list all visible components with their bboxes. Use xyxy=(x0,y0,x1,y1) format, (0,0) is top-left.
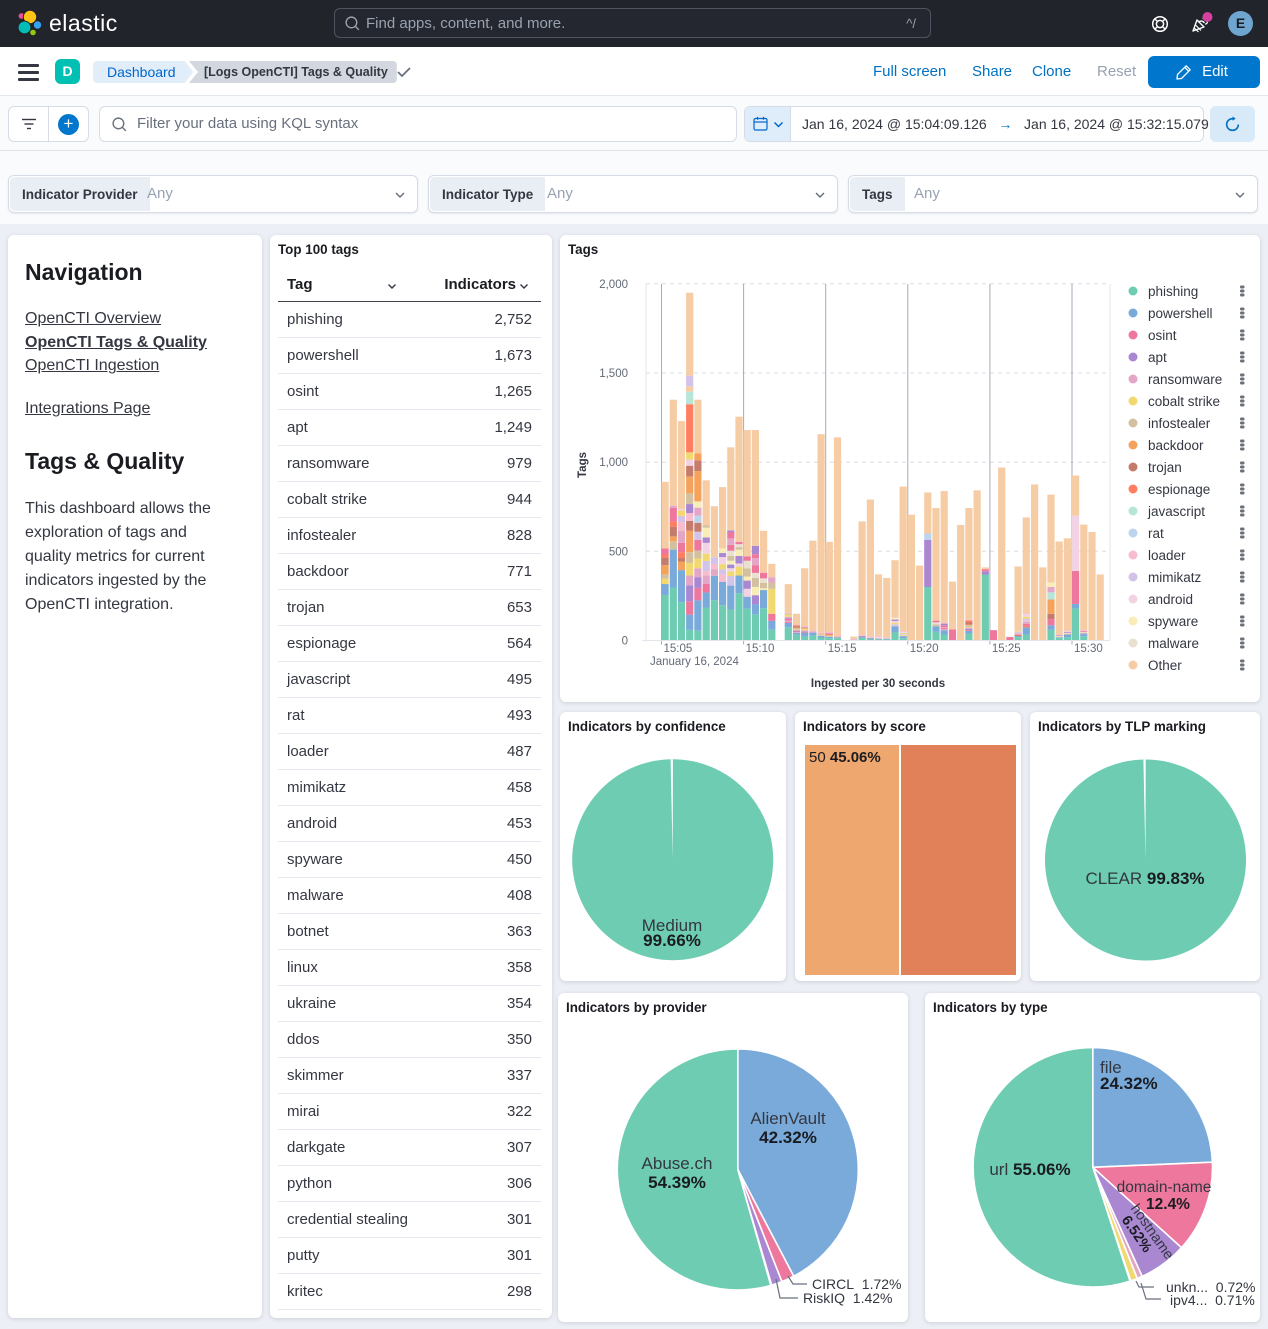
svg-text:ransomware: ransomware xyxy=(1148,372,1222,387)
svg-text:javascript: javascript xyxy=(1147,504,1205,519)
svg-text:ipv4... 0.71%: ipv4... 0.71% xyxy=(1170,1292,1255,1308)
svg-text:12.4%: 12.4% xyxy=(1146,1196,1190,1213)
svg-text:CIRCL 1.72%: CIRCL 1.72% xyxy=(812,1276,901,1292)
svg-text:phishing: phishing xyxy=(1148,284,1198,299)
svg-text:99.66%: 99.66% xyxy=(643,931,701,950)
svg-text:url 55.06%: url 55.06% xyxy=(989,1160,1070,1179)
svg-text:espionage: espionage xyxy=(1148,482,1210,497)
svg-text:2,000: 2,000 xyxy=(599,279,628,291)
svg-text:15:30: 15:30 xyxy=(1074,643,1103,655)
svg-text:Other: Other xyxy=(1148,658,1182,673)
svg-text:Tags: Tags xyxy=(577,452,589,478)
svg-text:CLEAR 99.83%: CLEAR 99.83% xyxy=(1085,869,1204,888)
svg-text:loader: loader xyxy=(1148,548,1186,563)
svg-text:rat: rat xyxy=(1148,526,1164,541)
svg-text:500: 500 xyxy=(609,546,628,558)
svg-text:15:05: 15:05 xyxy=(664,643,693,655)
svg-text:0: 0 xyxy=(622,636,628,648)
svg-text:unkn... 0.72%: unkn... 0.72% xyxy=(1166,1279,1256,1295)
svg-text:Medium: Medium xyxy=(642,916,702,935)
svg-text:15:15: 15:15 xyxy=(828,643,857,655)
svg-text:backdoor: backdoor xyxy=(1148,438,1204,453)
svg-text:15:20: 15:20 xyxy=(910,643,939,655)
svg-text:file: file xyxy=(1100,1058,1122,1077)
svg-text:mimikatz: mimikatz xyxy=(1148,570,1201,585)
svg-text:trojan: trojan xyxy=(1148,460,1182,475)
svg-text:domain-name: domain-name xyxy=(1117,1179,1212,1196)
svg-text:1,500: 1,500 xyxy=(599,368,628,380)
svg-text:spyware: spyware xyxy=(1148,614,1198,629)
svg-text:Abuse.ch: Abuse.ch xyxy=(642,1154,713,1173)
svg-text:54.39%: 54.39% xyxy=(648,1173,706,1192)
svg-text:Ingested per 30 seconds: Ingested per 30 seconds xyxy=(811,678,945,690)
svg-text:infostealer: infostealer xyxy=(1148,416,1211,431)
svg-text:osint: osint xyxy=(1148,328,1177,343)
svg-text:15:10: 15:10 xyxy=(746,643,775,655)
svg-text:AlienVault: AlienVault xyxy=(750,1109,826,1128)
svg-text:1,000: 1,000 xyxy=(599,457,628,469)
svg-text:powershell: powershell xyxy=(1148,306,1213,321)
svg-text:android: android xyxy=(1148,592,1193,607)
svg-text:15:25: 15:25 xyxy=(992,643,1021,655)
svg-text:cobalt strike: cobalt strike xyxy=(1148,394,1220,409)
svg-text:42.32%: 42.32% xyxy=(759,1128,817,1147)
svg-text:RiskIQ 1.42%: RiskIQ 1.42% xyxy=(803,1290,892,1306)
svg-text:apt: apt xyxy=(1148,350,1167,365)
svg-text:malware: malware xyxy=(1148,636,1199,651)
svg-text:24.32%: 24.32% xyxy=(1100,1074,1158,1093)
svg-text:January 16, 2024: January 16, 2024 xyxy=(650,656,739,668)
